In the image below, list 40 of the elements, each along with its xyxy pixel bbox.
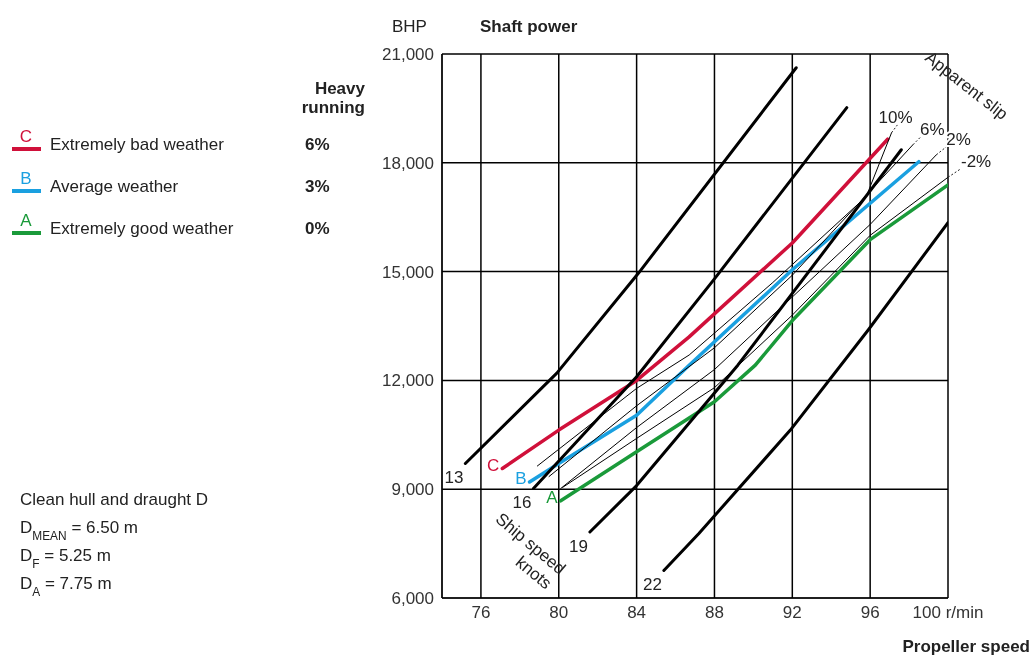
legend-title: Heavy running [301, 79, 366, 117]
annotation: B [515, 468, 527, 488]
x-tick-label: 80 [549, 603, 569, 623]
y-tick-label: 12,000 [382, 371, 434, 391]
text: 3% [305, 177, 330, 196]
text: D$_{A}$ = 7.75 m [20, 574, 112, 599]
annotation: 16 [512, 493, 532, 513]
y-tick-label: 9,000 [391, 480, 434, 500]
text: D$_{F}$ = 5.25 m [20, 546, 111, 571]
y-axis-title: BHP [392, 17, 427, 36]
x-axis-title: Propeller speed [902, 637, 1030, 656]
legend-label: Extremely good weather [50, 219, 234, 238]
annotation: 22 [642, 575, 662, 595]
annotation: A [546, 487, 559, 507]
x-tick-label: 96 [860, 603, 880, 623]
annotation: 13 [444, 468, 464, 488]
annotation: 10% [878, 107, 913, 127]
text: A [20, 211, 32, 230]
y-tick-label: 6,000 [391, 589, 434, 609]
x-tick-label: 84 [627, 603, 647, 623]
legend-label: Extremely bad weather [50, 135, 225, 154]
y-tick-label: 21,000 [382, 45, 434, 65]
chart-title: Shaft power [480, 17, 578, 36]
text: D$_{MEAN}$ = 6.50 m [20, 518, 138, 543]
x-tick-label: 100 r/min [912, 603, 984, 623]
text: Clean hull and draught D [20, 490, 209, 509]
annotation: 19 [568, 536, 588, 556]
annotation: -2% [961, 152, 992, 172]
y-tick-label: 15,000 [382, 262, 434, 282]
y-tick-label: 18,000 [382, 153, 434, 173]
x-tick-label: 92 [782, 603, 802, 623]
text: 0% [305, 219, 330, 238]
x-tick-label: 76 [471, 603, 491, 623]
x-tick-label: 88 [705, 603, 724, 623]
annotation: C [487, 455, 500, 475]
text: C [19, 127, 33, 146]
annotation: 6% [919, 119, 945, 139]
text: 6% [305, 135, 330, 154]
text: B [20, 169, 32, 188]
legend-label: Average weather [50, 177, 179, 196]
